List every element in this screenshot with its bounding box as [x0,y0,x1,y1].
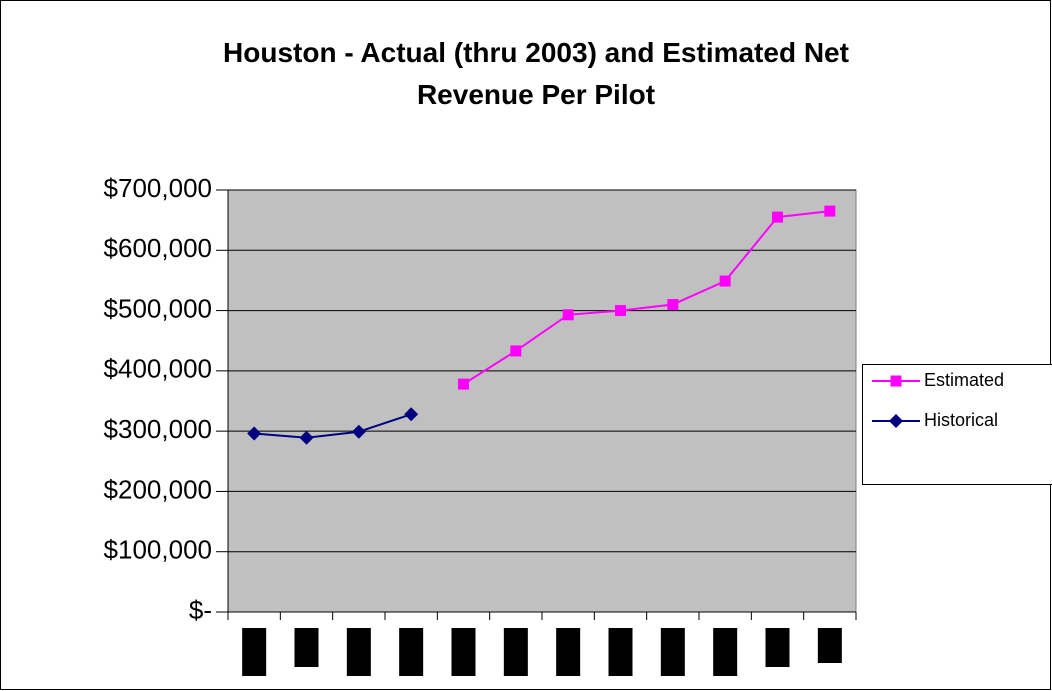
data-point [458,378,469,390]
legend-label: Estimated [924,370,1004,390]
y-tick-label: $400,000 [104,354,212,384]
redacted-label [817,628,842,663]
data-point [299,430,314,445]
y-tick-label: $500,000 [104,293,212,323]
legend-label: Historical [924,410,998,430]
legend-marker [890,375,902,387]
plot-area [227,189,857,613]
redacted-label [556,628,581,676]
data-point [510,345,522,357]
redacted-label [713,628,738,676]
data-point [719,275,731,287]
redacted-label [399,628,424,676]
data-point [824,205,836,217]
y-tick-label: $600,000 [104,233,212,263]
y-tick-label: $- [189,595,212,625]
redacted-label [242,628,267,676]
redacted-label [503,628,528,676]
data-point [667,299,679,311]
legend-marker [889,414,903,428]
data-point [247,426,262,441]
data-point [772,211,783,223]
series-line [254,413,412,439]
y-tick-label: $700,000 [104,173,212,203]
chart-title: Houston - Actual (thru 2003) and Estimat… [223,37,849,110]
redacted-label [451,628,476,676]
redacted-label [346,628,371,676]
redacted-label [608,628,633,676]
redacted-label [765,628,790,667]
data-point [562,309,574,321]
y-tick-label: $300,000 [104,414,212,444]
redacted-label [660,628,685,676]
series-line [462,210,830,385]
redacted-label [294,628,319,667]
data-point [351,424,366,439]
y-tick-label: $200,000 [104,474,212,504]
y-tick-label: $100,000 [104,535,212,565]
data-point [404,407,419,422]
data-point [615,305,626,317]
